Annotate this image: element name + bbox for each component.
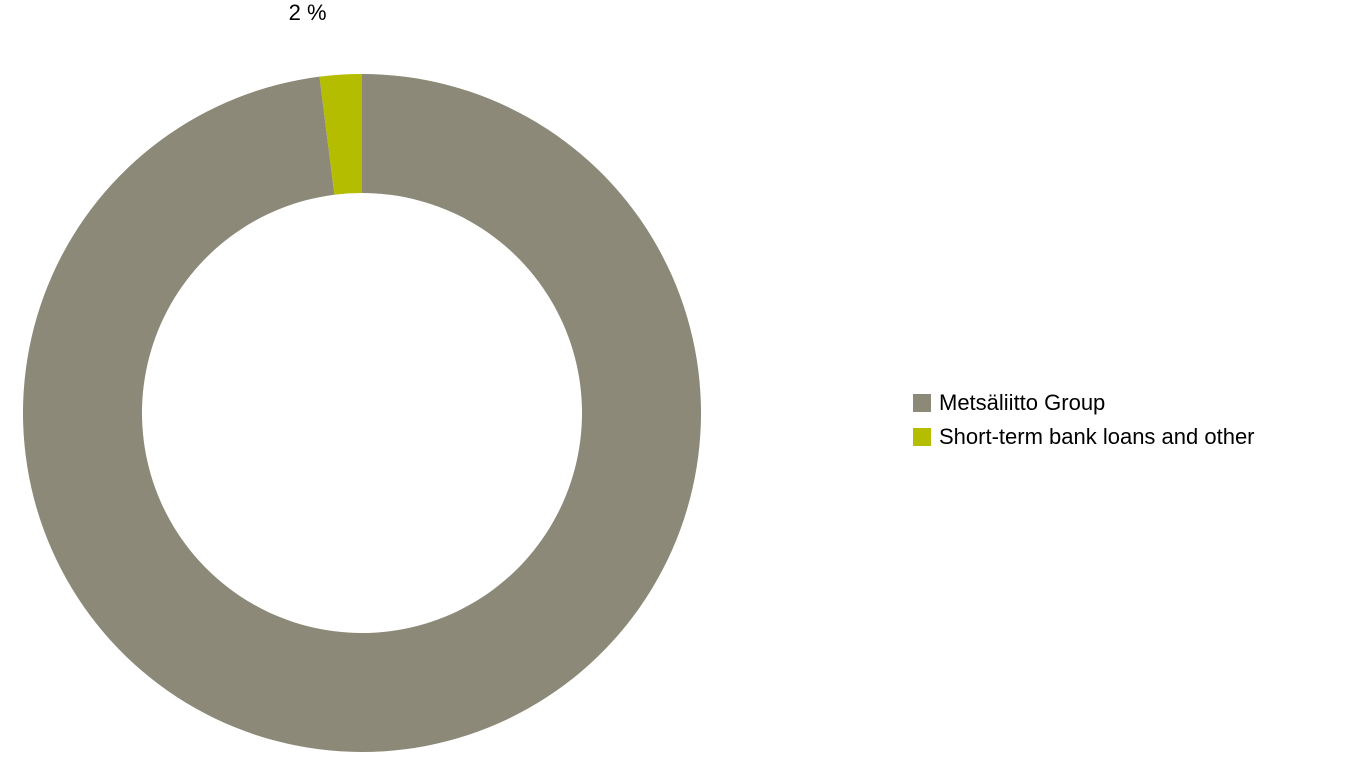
legend-swatch — [913, 394, 931, 412]
legend: Metsäliitto Group Short-term bank loans … — [913, 386, 1255, 454]
donut-slice-1 — [319, 74, 362, 195]
data-label-1: 2 % — [289, 0, 327, 25]
legend-label: Metsäliitto Group — [939, 390, 1106, 415]
legend-item-metsaliitto-group: Metsäliitto Group — [913, 386, 1255, 420]
legend-item-short-term-bank-loans: Short-term bank loans and other — [913, 420, 1255, 454]
legend-swatch — [913, 428, 931, 446]
slices-group — [23, 74, 701, 752]
legend-label: Short-term bank loans and other — [939, 424, 1255, 449]
donut-slice-0 — [23, 74, 701, 752]
data-labels-group: 2 % — [289, 0, 327, 25]
